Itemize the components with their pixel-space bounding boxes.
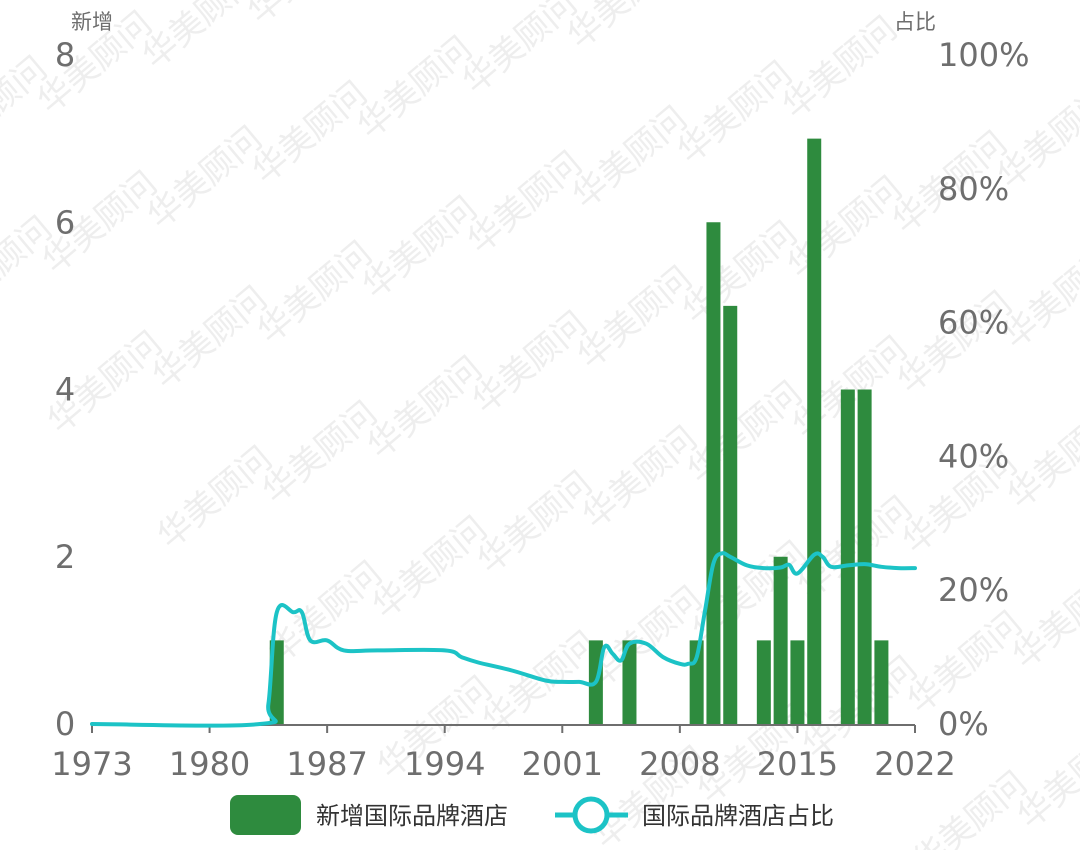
bar-series [269,138,889,724]
x-tick-label: 1980 [169,745,250,783]
right-axis-title: 占比 [894,10,936,34]
bar [773,556,788,724]
watermark-text: 华美顾问 [670,54,800,172]
watermark-text: 华美顾问 [365,509,495,627]
y-tick-label: 2 [55,538,75,576]
watermark-text: 华美顾问 [890,284,1020,402]
watermark-text: 华美顾问 [565,99,695,217]
x-tick-label: 2001 [522,745,603,783]
x-tick-label: 1973 [51,745,132,783]
y2-tick-label: 20% [938,571,1009,609]
watermark-text: 华美顾问 [780,169,910,287]
watermark-text: 华美顾问 [575,419,705,537]
legend-line-label: 国际品牌酒店占比 [642,802,834,830]
legend-line-marker [572,796,610,834]
y-tick-label: 0 [55,705,75,743]
watermark-text: 华美顾问 [775,9,905,127]
legend-bar-label: 新增国际品牌酒店 [316,802,508,830]
watermark-text: 华美顾问 [145,279,275,397]
watermark-text: 华美顾问 [460,144,590,262]
watermark-text: 华美顾问 [675,214,805,332]
bar [857,389,872,724]
watermark-text: 华美顾问 [1005,559,1080,677]
x-tick-label: 2015 [757,745,838,783]
watermark-text: 华美顾问 [470,464,600,582]
y2-tick-label: 0% [938,705,989,743]
watermark-text: 华美顾问 [140,119,270,237]
x-tick-label: 1994 [404,745,485,783]
left-axis: 0 2 4 6 8 [55,36,75,743]
watermark-text: 华美顾问 [255,394,385,512]
watermark-text: 华美顾问 [355,189,485,307]
y2-tick-label: 100% [938,36,1029,74]
y-tick-label: 8 [55,36,75,74]
bar [622,640,637,724]
y2-tick-label: 80% [938,170,1009,208]
bar [790,640,805,724]
bar [840,389,855,724]
line-series [90,551,917,728]
bar [874,640,889,724]
watermark-text: 华美顾问 [685,534,815,652]
watermark-text: 华美顾问 [245,74,375,192]
watermark-text: 华美顾问 [570,259,700,377]
y-tick-label: 4 [55,371,75,409]
watermark-text: 华美顾问 [0,0,50,7]
x-tick-label: 1987 [286,745,367,783]
right-axis: 0% 20% 40% 60% 80% 100% [938,36,1029,743]
watermark-text: 华美顾问 [360,349,490,467]
watermark-text: 华美顾问 [350,29,480,147]
x-axis: 1973 1980 1987 1994 2001 2008 2015 2022 [51,724,956,783]
left-axis-title: 新增 [71,10,113,34]
watermark-text: 华美顾问 [465,304,595,422]
watermark-text: 华美顾问 [240,0,370,32]
x-tick-label: 2022 [874,745,955,783]
share-line [90,551,917,728]
watermark-text: 华美顾问 [455,0,585,102]
watermark-text: 华美顾问 [150,439,280,557]
y2-tick-label: 40% [938,437,1009,475]
bar [756,640,771,724]
bar [807,138,822,724]
bar [706,222,721,724]
bar [723,305,738,724]
watermark-text: 华美顾问 [250,234,380,352]
x-tick-label: 2008 [639,745,720,783]
y2-tick-label: 60% [938,304,1009,342]
legend-bar-swatch [230,795,301,835]
watermark-text: 华美顾问 [1000,399,1080,517]
watermark-text: 华美顾问 [680,374,810,492]
y-tick-label: 6 [55,203,75,241]
legend: 新增国际品牌酒店 国际品牌酒店占比 [230,795,834,835]
